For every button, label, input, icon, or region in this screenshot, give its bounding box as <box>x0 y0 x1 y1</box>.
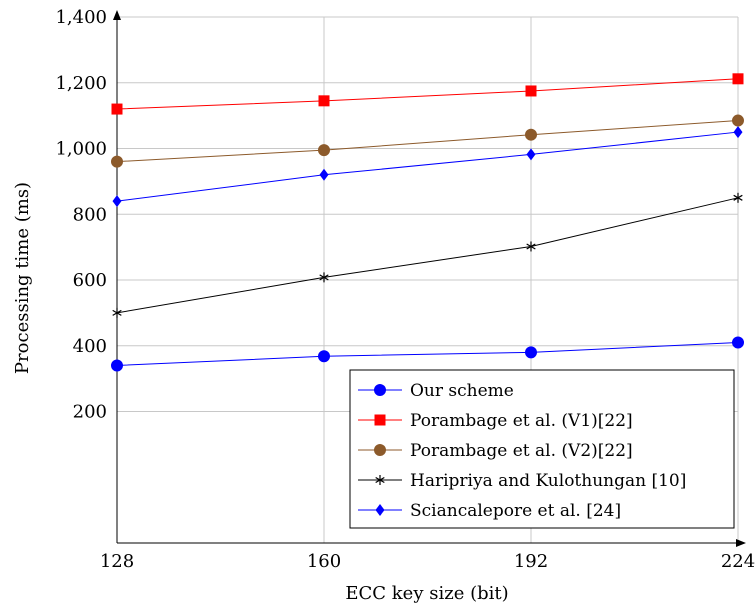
legend-swatch-marker <box>375 504 385 516</box>
legend-box <box>349 369 735 529</box>
legend-label: Porambage et al. (V1)[22] <box>410 411 633 431</box>
y-tick-label: 1,400 <box>55 7 107 28</box>
legend-label: Our scheme <box>410 381 514 401</box>
data-point <box>318 95 330 107</box>
legend-entry: Our scheme <box>358 381 514 401</box>
legend-swatch-marker <box>374 444 386 456</box>
data-point <box>526 241 536 252</box>
series-line <box>116 131 739 202</box>
legend-label: Porambage et al. (V2)[22] <box>410 441 633 461</box>
star-stroke <box>319 274 329 281</box>
y-tick-label: 1,200 <box>55 73 107 94</box>
y-tick-label: 400 <box>73 336 107 357</box>
data-point <box>525 346 537 359</box>
y-tick-label: 1,000 <box>55 139 107 160</box>
x-tick-label: 192 <box>514 551 548 572</box>
series-4 <box>112 126 743 208</box>
star-stroke <box>375 476 385 484</box>
x-axis-label: ECC key size (bit) <box>345 583 508 604</box>
x-axis-arrow <box>736 539 746 547</box>
series-line <box>116 78 739 110</box>
data-point <box>318 144 330 157</box>
series-line <box>116 341 739 366</box>
series-2 <box>111 114 744 168</box>
legend-entry: Haripriya and Kulothungan [10] <box>358 471 686 491</box>
data-point <box>112 195 122 208</box>
data-point <box>111 155 123 168</box>
x-tick-label: 224 <box>721 551 755 572</box>
star-stroke <box>733 194 743 201</box>
y-axis-arrow <box>113 10 121 20</box>
data-point <box>319 168 329 181</box>
tick-labels: 128 160 192 224 200 400 600 800 1,000 1,200 1,400 <box>55 7 755 572</box>
star-stroke <box>526 243 536 250</box>
legend-swatch-marker <box>375 475 385 485</box>
legend-entry: Sciancalepore et al. [24] <box>358 501 621 521</box>
x-tick-label: 128 <box>100 551 134 572</box>
data-point <box>318 350 330 363</box>
data-point <box>525 85 537 97</box>
data-point <box>111 359 123 372</box>
legend-label: Haripriya and Kulothungan [10] <box>410 471 686 491</box>
legend-swatch-marker <box>374 384 386 396</box>
y-axis-label: Processing time (ms) <box>12 182 33 374</box>
data-point <box>526 148 536 161</box>
data-point <box>111 103 123 115</box>
data-point <box>732 114 744 127</box>
x-tick-label: 160 <box>307 551 341 572</box>
data-point <box>732 73 744 85</box>
data-point <box>732 336 744 349</box>
y-tick-label: 800 <box>73 204 107 225</box>
data-point <box>112 307 122 318</box>
legend-swatch-marker <box>374 414 386 426</box>
series-line <box>116 197 739 314</box>
series-line <box>116 120 739 163</box>
data-point <box>733 126 743 139</box>
star-stroke <box>112 309 122 316</box>
data-point <box>525 128 537 141</box>
legend-entry: Porambage et al. (V2)[22] <box>358 441 633 461</box>
legend-label: Sciancalepore et al. [24] <box>410 501 621 521</box>
legend-entry: Porambage et al. (V1)[22] <box>358 411 633 431</box>
series-0 <box>111 336 744 372</box>
series-layer <box>111 73 744 372</box>
series-3 <box>112 192 743 318</box>
legend: Our scheme Porambage et al. (V1)[22] Poram… <box>349 369 735 529</box>
y-tick-label: 200 <box>73 402 107 423</box>
data-point <box>319 272 329 283</box>
series-1 <box>111 73 744 115</box>
y-tick-label: 600 <box>73 270 107 291</box>
data-point <box>733 192 743 203</box>
